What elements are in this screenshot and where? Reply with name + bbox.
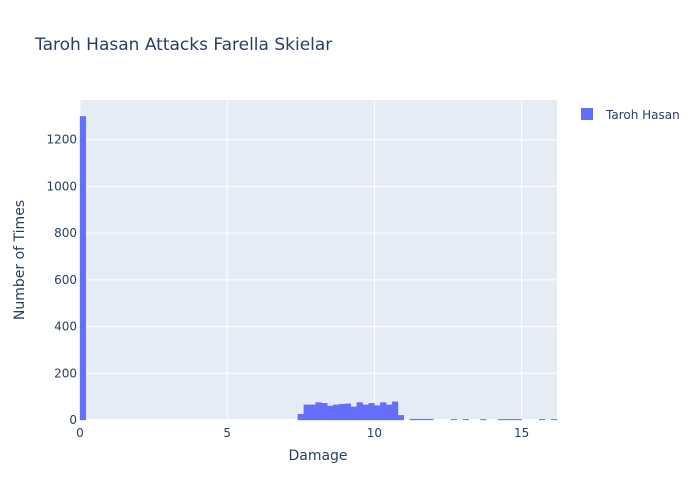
y-axis-title: Number of Times [12, 200, 28, 320]
x-tick-label: 15 [514, 426, 529, 440]
y-tick-label: 800 [54, 226, 77, 240]
histogram-bar[interactable] [303, 404, 310, 421]
histogram-bar[interactable] [297, 414, 304, 421]
plot-area [80, 100, 557, 420]
legend-swatch[interactable] [581, 108, 593, 120]
histogram-bar[interactable] [338, 403, 346, 421]
histogram-bar[interactable] [309, 404, 316, 421]
x-axis-title: Damage [288, 448, 347, 464]
histogram-bar[interactable] [362, 404, 369, 421]
y-tick-label: 600 [54, 273, 77, 287]
histogram-bars [79, 116, 558, 421]
gridlines [79, 100, 557, 421]
histogram-bar[interactable] [386, 404, 393, 421]
histogram-bar[interactable] [315, 402, 322, 421]
histogram-bar[interactable] [509, 419, 516, 421]
histogram-bar[interactable] [397, 415, 405, 421]
y-tick-label: 400 [54, 320, 77, 334]
histogram-bar[interactable] [421, 418, 428, 421]
histogram-bar[interactable] [391, 401, 399, 421]
histogram-bar[interactable] [415, 418, 422, 421]
y-tick-label: 1200 [46, 133, 77, 147]
histogram-bar[interactable] [462, 419, 469, 421]
histogram-bar[interactable] [515, 419, 522, 421]
legend[interactable]: Taroh Hasan [581, 108, 680, 122]
histogram-bar[interactable] [480, 419, 487, 421]
histogram-bar[interactable] [368, 403, 375, 421]
histogram-bar[interactable] [427, 418, 434, 421]
x-tick-label: 5 [223, 426, 231, 440]
histogram-bar[interactable] [503, 419, 511, 421]
histogram-bar[interactable] [321, 403, 328, 421]
histogram-bar[interactable] [79, 116, 87, 421]
histogram-bar[interactable] [356, 402, 363, 421]
y-tick-label: 1000 [46, 179, 77, 193]
histogram-bar[interactable] [380, 402, 387, 421]
histogram-bar[interactable] [344, 403, 352, 421]
x-tick-label: 10 [367, 426, 382, 440]
axis-ticks: 0 5 10 15 0 200 400 600 800 1000 1200 [46, 133, 529, 440]
histogram-bar[interactable] [497, 419, 505, 421]
histogram-bar[interactable] [374, 405, 381, 421]
histogram-bar[interactable] [409, 418, 416, 421]
chart-title: Taroh Hasan Attacks Farella Skielar [34, 35, 332, 55]
histogram-bar[interactable] [450, 419, 458, 421]
x-tick-label: 0 [76, 426, 84, 440]
y-tick-label: 0 [69, 413, 77, 427]
histogram-bar[interactable] [350, 406, 357, 421]
histogram-bar[interactable] [333, 404, 340, 421]
legend-label[interactable]: Taroh Hasan [605, 108, 680, 122]
histogram-bar[interactable] [327, 405, 334, 421]
y-tick-label: 200 [54, 366, 77, 380]
histogram-bar[interactable] [550, 419, 558, 421]
histogram-bar[interactable] [539, 419, 546, 421]
